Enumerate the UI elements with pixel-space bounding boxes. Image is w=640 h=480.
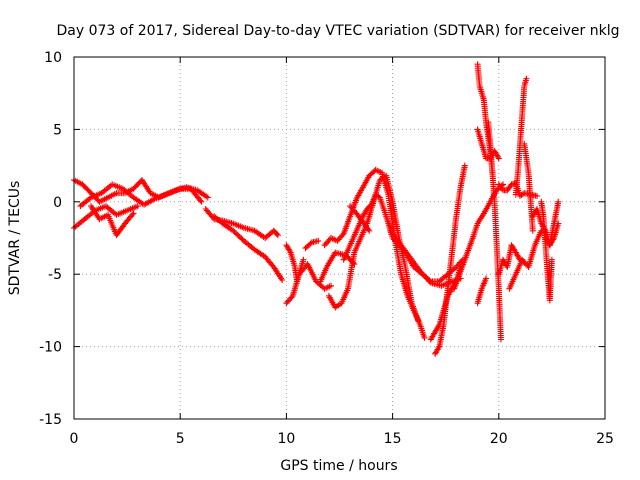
series-track-21 [474, 275, 490, 307]
series-track-27 [521, 140, 536, 234]
y-tick-label: -10 [39, 340, 62, 356]
x-tick-label: 20 [490, 431, 508, 447]
series-track-24 [506, 227, 545, 292]
x-tick-label: 15 [384, 431, 402, 447]
y-tick-label: 5 [53, 122, 62, 138]
x-tick-label: 10 [277, 431, 295, 447]
series-track-14 [347, 203, 373, 234]
series-track-04 [88, 203, 137, 239]
y-tick-label: -15 [39, 412, 62, 428]
y-tick-labels: -15 -10 -5 0 5 10 [39, 50, 62, 428]
series-track-06 [211, 213, 286, 283]
series-track-09 [302, 237, 322, 252]
series-track-30 [542, 198, 562, 249]
y-tick-label: 10 [44, 50, 62, 66]
series-track-26 [512, 75, 530, 198]
x-axis-label: GPS time / hours [280, 458, 397, 474]
x-tick-label: 5 [176, 431, 185, 447]
series-track-22 [485, 119, 504, 343]
y-tick-label: 0 [53, 195, 62, 211]
series-track-08 [283, 261, 334, 307]
series-track-29 [538, 198, 555, 304]
series-track-03 [77, 181, 211, 210]
plot-frame [73, 56, 606, 420]
series-track-12 [325, 172, 422, 324]
chart-title: Day 073 of 2017, Sidereal Day-to-day VTE… [57, 23, 620, 39]
y-axis-label: SDTVAR / TECUs [7, 181, 23, 296]
x-tick-label: 0 [70, 431, 79, 447]
data-series [71, 61, 562, 357]
series-track-15 [387, 227, 464, 289]
y-tick-label: -5 [48, 267, 62, 283]
x-tick-labels: 0 5 10 15 20 25 [70, 431, 614, 447]
x-tick-label: 25 [596, 431, 614, 447]
series-track-25 [495, 242, 528, 278]
